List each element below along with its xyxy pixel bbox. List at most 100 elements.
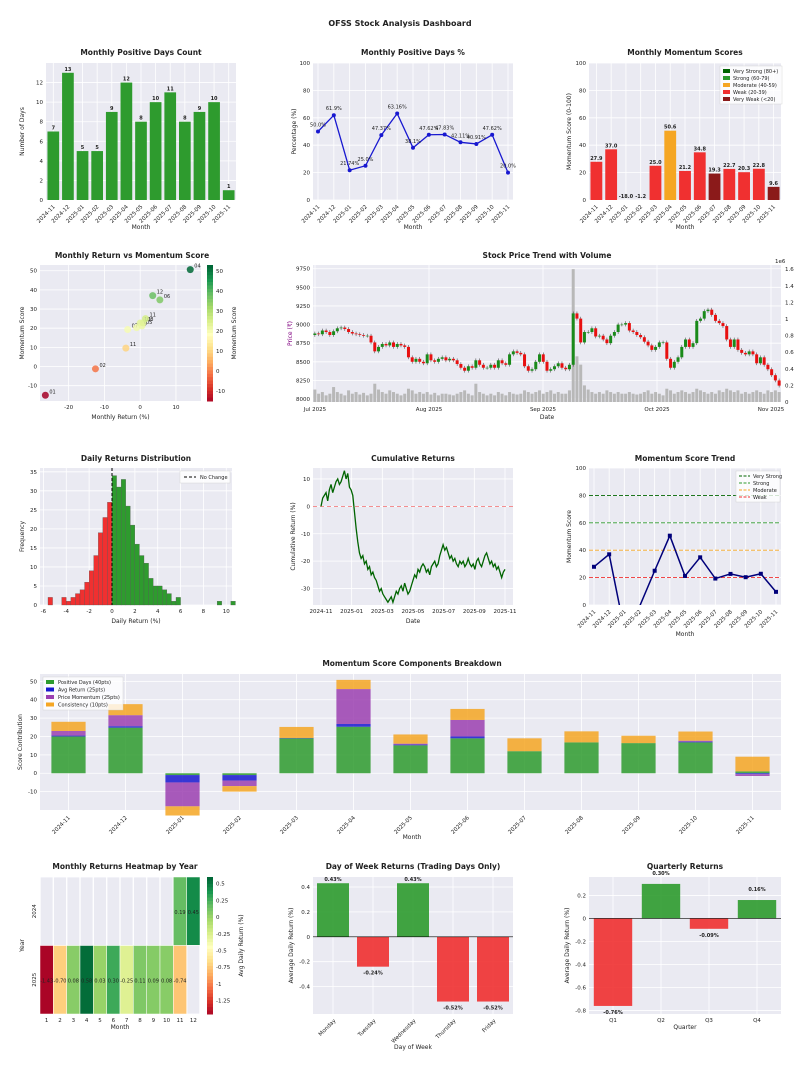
y-tick-label: -0.4	[575, 962, 586, 968]
volume-bar	[313, 389, 317, 402]
y-tick-label: 4	[40, 159, 44, 165]
x-tick-label: Q1	[609, 1018, 617, 1024]
colorbar-segment	[207, 1000, 213, 1005]
histogram-bar	[75, 593, 81, 606]
volume-bar	[687, 393, 691, 402]
dashboard-title: OFSS Stock Analysis Dashboard	[328, 19, 472, 28]
candle-body	[725, 326, 729, 340]
x-tick-label: 2024-11	[310, 609, 333, 615]
point-label: 06	[164, 294, 170, 300]
candle-body	[421, 361, 425, 364]
candle-body	[320, 330, 324, 335]
y-tick-label: -10	[301, 532, 310, 538]
y-tick-label: -0.2	[575, 939, 586, 945]
y-tick-label: 15	[30, 546, 37, 552]
x-tick-label: 3	[72, 1018, 76, 1024]
colorbar-segment	[207, 955, 213, 960]
y-tick-label: 100	[576, 61, 587, 67]
volume-bar	[594, 393, 598, 402]
volume-bar	[317, 393, 321, 402]
volume-bar	[493, 395, 497, 402]
bar-value-label: 22.8	[753, 163, 766, 169]
x-tick-label: 8	[202, 609, 206, 615]
y-axis-label: Frequency	[19, 521, 26, 552]
bar	[689, 918, 729, 929]
colorbar-segment	[207, 945, 213, 950]
candle-body	[466, 366, 470, 371]
x-tick-label: Wednesday	[391, 1018, 418, 1045]
point-label: 11	[130, 342, 136, 348]
candle-body	[358, 334, 362, 335]
volume-bar	[538, 390, 542, 402]
candle-body	[684, 339, 688, 347]
bar	[193, 111, 206, 200]
colorbar-segment	[207, 339, 213, 344]
volume-bar	[740, 393, 744, 402]
legend-swatch	[723, 83, 730, 87]
colorbar-segment	[207, 959, 213, 964]
chart-title: Monthly Positive Days %	[361, 48, 465, 57]
volume-bar	[463, 390, 467, 402]
bar	[738, 172, 750, 200]
volume-bar	[773, 390, 777, 402]
colorbar-segment	[207, 384, 213, 388]
colorbar-segment	[207, 356, 213, 361]
candle-body	[612, 332, 616, 336]
bar-value-label: 13	[64, 67, 71, 73]
volume-bar	[732, 392, 736, 402]
volume-bar	[485, 395, 489, 402]
volume-bar	[755, 390, 759, 402]
candle-body	[511, 351, 515, 355]
heatmap-cell-label: 0.30	[108, 978, 119, 984]
x-tick-label: 2025-01	[165, 815, 185, 835]
histogram-bar	[166, 593, 172, 606]
bar	[208, 102, 220, 200]
colorbar-segment	[207, 373, 213, 378]
histogram-bar	[66, 601, 72, 606]
candle-body	[395, 343, 399, 347]
colorbar-segment	[207, 986, 213, 991]
y-tick-label: 10	[30, 345, 37, 351]
colorbar-segment	[207, 931, 213, 936]
y-tick-label: 0	[307, 935, 311, 941]
bar	[723, 168, 736, 200]
candle-body	[751, 351, 755, 355]
plot-area	[40, 265, 201, 401]
histogram-bar	[143, 562, 149, 606]
bar-value-label: 9	[198, 106, 202, 112]
volume-bar	[579, 364, 583, 402]
volume-bar	[530, 393, 534, 402]
colorbar-tick-label: 30	[216, 309, 223, 315]
volume-bar	[695, 388, 699, 402]
candle-body	[695, 320, 699, 344]
data-point	[698, 555, 703, 560]
heatmap-empty-cell	[79, 876, 94, 946]
y-tick-label: 2	[40, 178, 44, 184]
stacked-bar-segment	[393, 743, 428, 745]
data-point	[713, 576, 718, 581]
y-tick-label: 0	[583, 916, 587, 922]
legend-swatch	[723, 76, 730, 80]
candle-body	[332, 331, 336, 335]
heatmap-cell-label: -0.25	[120, 978, 133, 984]
data-point	[316, 129, 320, 134]
candle-body	[699, 318, 703, 321]
colorbar-segment	[207, 1007, 213, 1012]
y-tick-label: 8	[40, 120, 44, 126]
candle-body	[448, 358, 452, 361]
candle-body	[567, 364, 571, 370]
bar-value-label: 8	[139, 116, 143, 122]
bar	[76, 151, 89, 200]
colorbar-segment	[207, 904, 213, 909]
x-axis-label: Date	[406, 618, 421, 625]
y-tick-label: 40	[579, 143, 586, 149]
candle-body	[639, 334, 643, 338]
volume-bar	[642, 392, 646, 402]
bar	[120, 82, 133, 200]
chart-monthly-momentum-scores: 27.937.0-18.0 -1.225.050.621.234.819.322.…	[566, 48, 783, 231]
x-tick-label: Q2	[657, 1018, 665, 1024]
y-tick-label: 50	[30, 269, 37, 275]
histogram-bar	[102, 517, 108, 606]
y-tick-label: 0	[40, 198, 44, 204]
colorbar-tick-label: 40	[216, 289, 223, 295]
